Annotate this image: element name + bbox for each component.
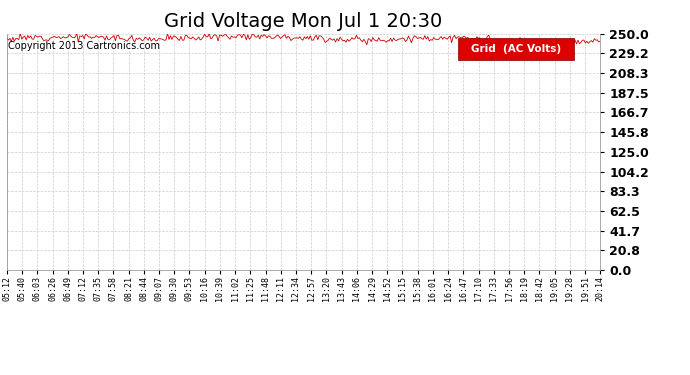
Text: Copyright 2013 Cartronics.com: Copyright 2013 Cartronics.com [8, 41, 160, 51]
FancyBboxPatch shape [458, 39, 573, 60]
Text: Grid  (AC Volts): Grid (AC Volts) [471, 44, 561, 54]
Title: Grid Voltage Mon Jul 1 20:30: Grid Voltage Mon Jul 1 20:30 [164, 12, 443, 31]
